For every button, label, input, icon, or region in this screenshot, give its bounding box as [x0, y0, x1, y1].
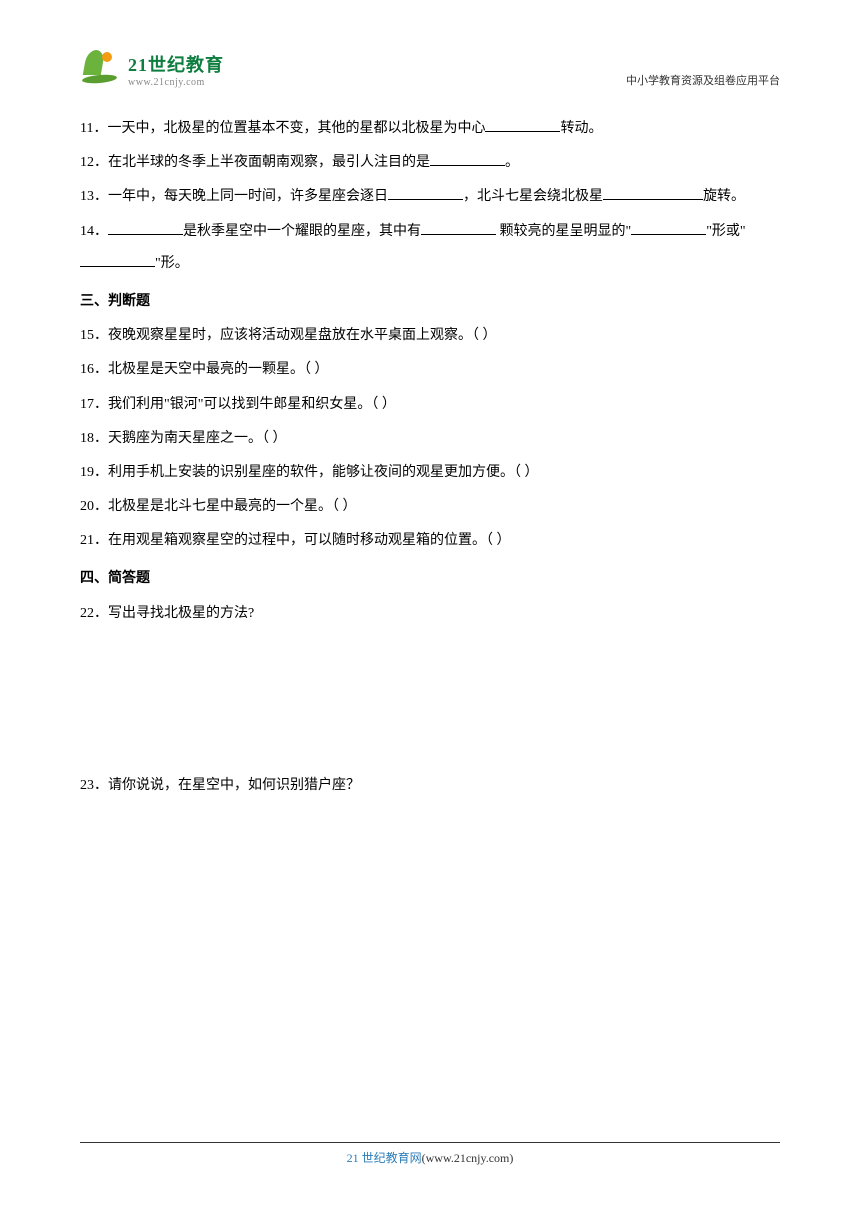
- footer: 21 世纪教育网(www.21cnjy.com): [80, 1142, 780, 1166]
- q13-p1: 一年中，每天晚上同一时间，许多星座会逐日: [108, 189, 388, 204]
- question-20: 20．北极星是北斗七星中最亮的一个星。（ ）: [80, 491, 780, 523]
- q12-num: 12．: [80, 155, 108, 170]
- question-21: 21．在用观星箱观察星空的过程中，可以随时移动观星箱的位置。（ ）: [80, 525, 780, 557]
- question-14: 14． 是秋季星空中一个耀眼的星座，其中有 颗较亮的星呈明显的" "形或" "形。: [80, 216, 780, 280]
- question-19: 19．利用手机上安装的识别星座的软件，能够让夜间的观星更加方便。（ ）: [80, 457, 780, 489]
- question-18: 18．天鹅座为南天星座之一。（ ）: [80, 423, 780, 455]
- content-area: 11．一天中，北极星的位置基本不变，其他的星都以北极星为中心 转动。 12．在北半…: [80, 113, 780, 802]
- blank: [631, 219, 706, 235]
- question-13: 13．一年中，每天晚上同一时间，许多星座会逐日 ，北斗七星会绕北极星 旋转。: [80, 181, 780, 213]
- q13-p3: 旋转。: [703, 189, 745, 204]
- q14-p4: "形。: [155, 256, 189, 271]
- q12-p1: 在北半球的冬季上半夜面朝南观察，最引人注目的是: [108, 155, 430, 170]
- q13-p2: ，北斗七星会绕北极星: [463, 189, 603, 204]
- section3-title: 三、判断题: [80, 286, 780, 318]
- q11-num: 11．: [80, 121, 107, 136]
- blank: [108, 219, 183, 235]
- blank: [485, 116, 560, 132]
- blank: [603, 184, 703, 200]
- footer-cn: 21 世纪教育网: [347, 1151, 422, 1165]
- question-16: 16．北极星是天空中最亮的一颗星。（ ）: [80, 354, 780, 386]
- blank: [421, 219, 496, 235]
- question-12: 12．在北半球的冬季上半夜面朝南观察，最引人注目的是 。: [80, 147, 780, 179]
- footer-url: (www.21cnjy.com): [422, 1151, 514, 1165]
- q12-p2: 。: [505, 155, 519, 170]
- section4-title: 四、简答题: [80, 563, 780, 595]
- blank: [388, 184, 463, 200]
- logo-icon: [80, 50, 120, 88]
- blank: [80, 251, 155, 267]
- q14-num: 14．: [80, 224, 108, 239]
- q14-p1: 是秋季星空中一个耀眼的星座，其中有: [183, 224, 421, 239]
- footer-line: [80, 1142, 780, 1143]
- q13-num: 13．: [80, 189, 108, 204]
- question-11: 11．一天中，北极星的位置基本不变，其他的星都以北极星为中心 转动。: [80, 113, 780, 145]
- logo-url-text: www.21cnjy.com: [128, 77, 224, 88]
- q11-p2: 转动。: [560, 121, 602, 136]
- header: 21世纪教育 www.21cnjy.com 中小学教育资源及组卷应用平台: [80, 50, 780, 88]
- question-15: 15．夜晚观察星星时，应该将活动观星盘放在水平桌面上观察。（ ）: [80, 320, 780, 352]
- question-23: 23．请你说说，在星空中，如何识别猎户座？: [80, 770, 780, 802]
- platform-text: 中小学教育资源及组卷应用平台: [626, 72, 780, 88]
- logo-text: 21世纪教育 www.21cnjy.com: [128, 51, 224, 88]
- question-17: 17．我们利用"银河"可以找到牛郎星和织女星。（ ）: [80, 389, 780, 421]
- logo-cn-text: 21世纪教育: [128, 51, 224, 77]
- question-22: 22．写出寻找北极星的方法?: [80, 598, 780, 630]
- logo-area: 21世纪教育 www.21cnjy.com: [80, 50, 224, 88]
- q14-p3: "形或": [706, 224, 745, 239]
- blank: [430, 150, 505, 166]
- q11-p1: 一天中，北极星的位置基本不变，其他的星都以北极星为中心: [107, 121, 485, 136]
- q14-p2: 颗较亮的星呈明显的": [496, 224, 631, 239]
